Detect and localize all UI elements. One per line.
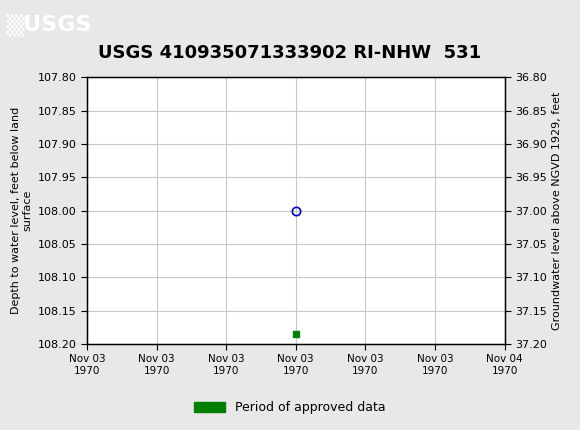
Text: ▒USGS: ▒USGS — [6, 15, 91, 37]
Y-axis label: Groundwater level above NGVD 1929, feet: Groundwater level above NGVD 1929, feet — [552, 92, 563, 330]
Legend: Period of approved data: Period of approved data — [189, 396, 391, 419]
Text: USGS 410935071333902 RI-NHW  531: USGS 410935071333902 RI-NHW 531 — [99, 44, 481, 62]
Y-axis label: Depth to water level, feet below land
surface: Depth to water level, feet below land su… — [10, 107, 32, 314]
